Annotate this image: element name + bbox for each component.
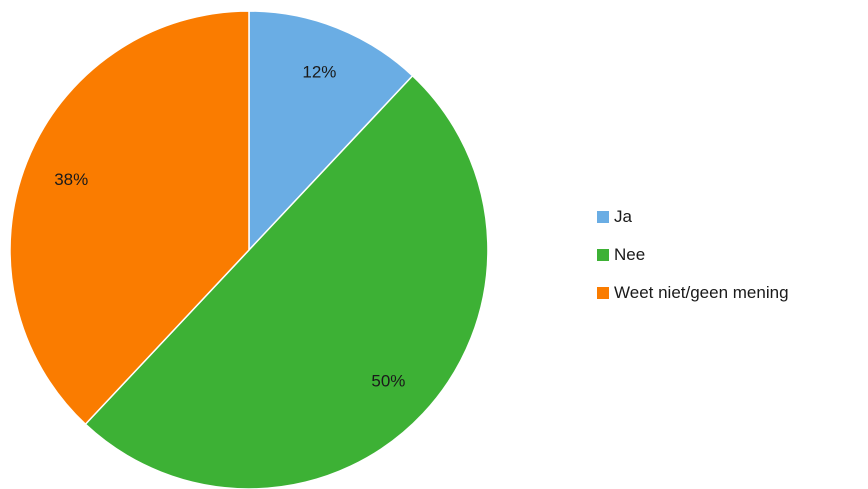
slice-label-nee: 50% — [371, 371, 405, 390]
slice-ja — [248, 10, 414, 252]
legend-swatch-ja — [597, 210, 609, 223]
legend-item-ja: Ja — [597, 207, 789, 226]
slice-nee — [84, 74, 489, 489]
legend-label-ja: Ja — [614, 206, 632, 226]
slice-weet-niet — [9, 10, 250, 426]
legend: Ja Nee Weet niet/geen mening — [597, 207, 789, 321]
legend-item-nee: Nee — [597, 245, 789, 264]
slice-label-weet-niet: 38% — [54, 170, 88, 189]
legend-label-nee: Nee — [614, 244, 646, 264]
legend-label-weet-niet: Weet niet/geen mening — [614, 282, 789, 302]
legend-swatch-weet-niet — [597, 286, 609, 299]
legend-item-weet-niet: Weet niet/geen mening — [597, 283, 789, 302]
slice-label-ja: 12% — [302, 63, 336, 82]
legend-swatch-nee — [597, 248, 609, 261]
